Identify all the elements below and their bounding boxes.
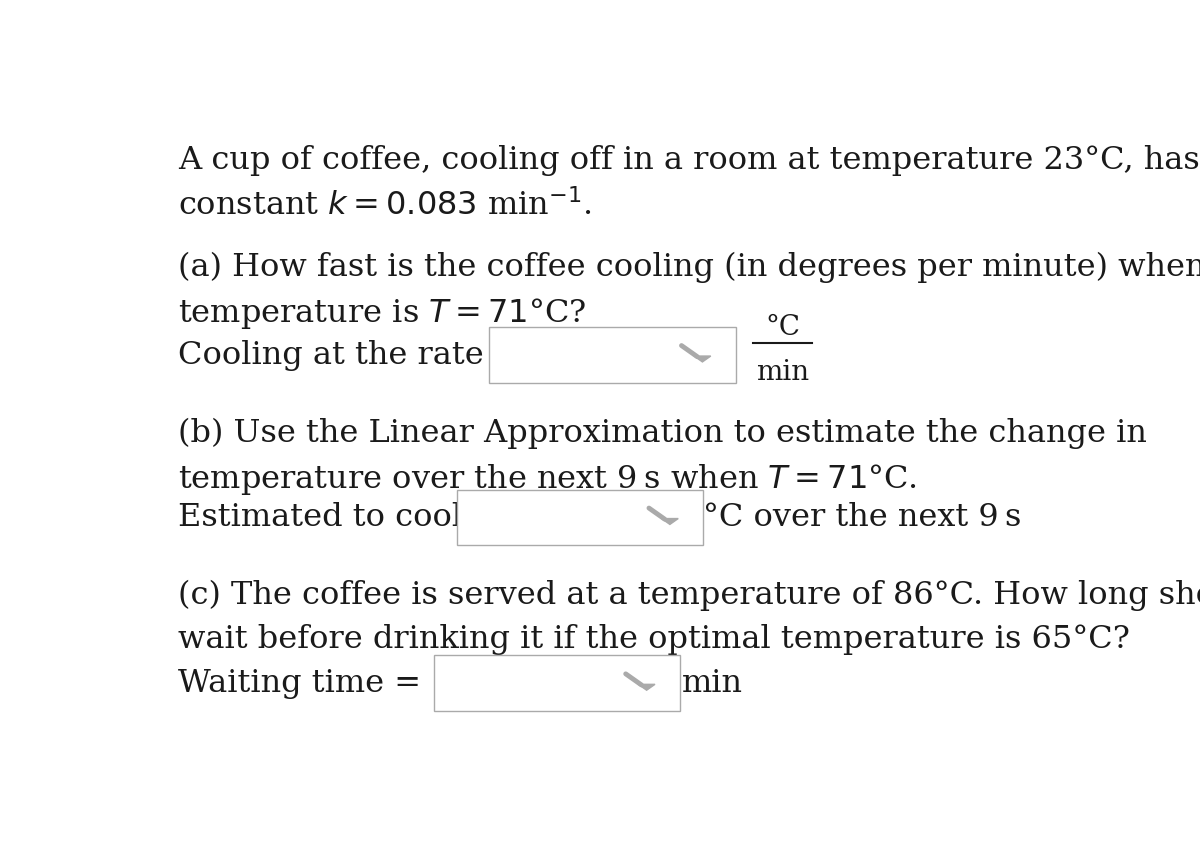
Polygon shape: [661, 518, 678, 524]
Polygon shape: [694, 356, 710, 362]
Text: °C: °C: [764, 314, 800, 340]
Text: (c) The coffee is served at a temperature of 86°C. How long should you: (c) The coffee is served at a temperatur…: [178, 580, 1200, 611]
FancyBboxPatch shape: [490, 327, 736, 383]
Text: wait before drinking it if the optimal temperature is 65°C?: wait before drinking it if the optimal t…: [178, 625, 1129, 655]
FancyBboxPatch shape: [433, 655, 680, 711]
Text: (b) Use the Linear Approximation to estimate the change in: (b) Use the Linear Approximation to esti…: [178, 417, 1147, 448]
FancyBboxPatch shape: [457, 489, 703, 545]
Text: temperature over the next 9 s when $T = 71$°C.: temperature over the next 9 s when $T = …: [178, 462, 917, 497]
Text: (a) How fast is the coffee cooling (in degrees per minute) when its: (a) How fast is the coffee cooling (in d…: [178, 252, 1200, 283]
Text: temperature is $T = 71$°C?: temperature is $T = 71$°C?: [178, 296, 586, 331]
Text: Estimated to cool =: Estimated to cool =: [178, 502, 499, 533]
Text: Cooling at the rate =: Cooling at the rate =: [178, 340, 521, 370]
Text: min: min: [682, 668, 743, 699]
Text: A cup of coffee, cooling off in a room at temperature 23°C, has cooling: A cup of coffee, cooling off in a room a…: [178, 145, 1200, 175]
Polygon shape: [638, 684, 655, 690]
Text: constant $k = 0.083$ min$^{-1}$.: constant $k = 0.083$ min$^{-1}$.: [178, 189, 592, 222]
Text: Waiting time =: Waiting time =: [178, 668, 421, 699]
Text: °C over the next 9 s: °C over the next 9 s: [703, 502, 1021, 533]
Text: min: min: [756, 359, 809, 386]
